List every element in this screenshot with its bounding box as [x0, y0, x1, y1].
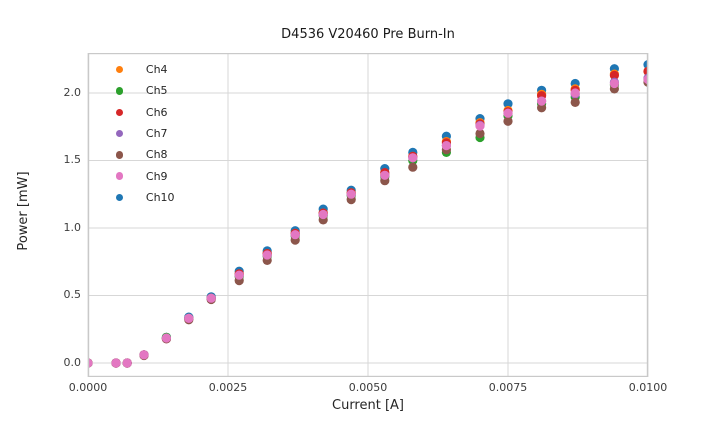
legend-item-ch6: Ch6 [112, 102, 175, 123]
legend-marker-icon [115, 129, 123, 138]
x-tick-label: 0.0075 [488, 381, 528, 394]
data-point [441, 141, 451, 151]
y-tick-label: 1.0 [63, 220, 82, 234]
data-point [380, 170, 390, 180]
legend-label: Ch6 [145, 105, 168, 119]
data-point [503, 99, 513, 109]
y-tick-label: 0.0 [63, 355, 82, 369]
data-point [475, 121, 485, 131]
legend-item-ch7: Ch7 [112, 123, 175, 144]
legend-item-ch10: Ch10 [112, 187, 175, 208]
plot-spines [88, 53, 648, 377]
data-point [609, 78, 620, 89]
data-point [503, 108, 513, 118]
data-point [609, 70, 620, 80]
legend-label: Ch5 [145, 84, 168, 98]
data-point [318, 209, 328, 220]
data-point [139, 350, 149, 360]
legend-label: Ch10 [145, 190, 175, 204]
legend-label: Ch8 [145, 148, 168, 162]
x-tick-label: 0.0050 [348, 381, 388, 394]
data-point [537, 103, 547, 113]
x-tick-label: 0.0100 [628, 381, 668, 394]
data-point [206, 293, 216, 303]
x-tick-label: 0.0000 [68, 381, 108, 394]
legend-item-ch5: Ch5 [112, 80, 175, 101]
legend: Ch4 Ch5 Ch6 Ch7 Ch8 Ch9 Ch10 [112, 59, 175, 208]
data-point [570, 97, 580, 107]
plot-area [87, 53, 649, 377]
data-point [475, 128, 485, 139]
data-point [122, 358, 132, 368]
data-point [184, 313, 194, 323]
data-point [290, 230, 300, 240]
legend-marker-icon [115, 65, 123, 74]
data-point [503, 116, 513, 126]
legend-marker-icon [115, 151, 123, 159]
legend-label: Ch9 [145, 169, 168, 183]
x-tick-label: 0.0025 [208, 381, 248, 394]
legend-marker-icon [115, 193, 123, 202]
legend-label: Ch7 [145, 127, 168, 141]
legend-marker-icon [115, 87, 123, 95]
data-point [161, 333, 171, 343]
legend-label: Ch4 [145, 63, 168, 77]
data-point [537, 96, 547, 106]
legend-marker-icon [115, 172, 123, 180]
x-axis-label: Current [A] [332, 398, 404, 413]
data-point [234, 270, 244, 280]
y-tick-label: 1.5 [63, 153, 82, 167]
data-point [262, 250, 272, 260]
y-tick-label: 0.5 [63, 288, 82, 302]
legend-item-ch4: Ch4 [112, 59, 175, 80]
legend-marker-icon [115, 108, 123, 116]
legend-item-ch8: Ch8 [112, 144, 175, 165]
data-point [408, 162, 418, 172]
data-point [570, 88, 580, 98]
data-point [408, 153, 418, 163]
y-tick-label: 2.0 [63, 85, 82, 99]
gridlines [87, 53, 649, 377]
chart-title: D4536 V20460 Pre Burn-In [281, 27, 455, 42]
data-point [346, 189, 356, 199]
y-axis-label: Power [mW] [16, 171, 31, 251]
legend-item-ch9: Ch9 [112, 165, 175, 186]
data-point [111, 358, 121, 368]
data-points [88, 60, 648, 368]
